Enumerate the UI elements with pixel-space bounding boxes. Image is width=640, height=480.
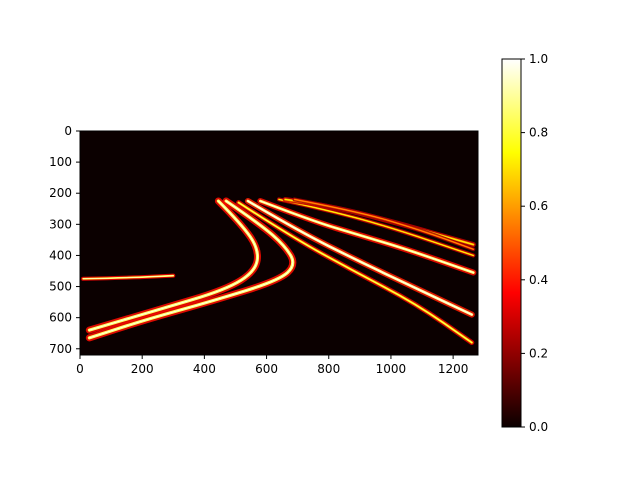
plot-frame bbox=[79, 130, 479, 356]
x-tick-label: 400 bbox=[193, 362, 216, 376]
lane-curve-1 bbox=[85, 197, 261, 334]
colorbar-tick-label: 0.2 bbox=[529, 346, 548, 360]
y-tick-label: 500 bbox=[49, 280, 72, 294]
lane-curve-5 bbox=[257, 198, 477, 276]
lane-curve-8 bbox=[292, 197, 476, 252]
x-tick-label: 1000 bbox=[376, 362, 407, 376]
colorbar-tick-label: 0.8 bbox=[529, 126, 548, 140]
x-axis: 0 200 400 600 800 1000 1200 bbox=[76, 355, 468, 376]
y-tick-label: 200 bbox=[49, 186, 72, 200]
y-axis: 0 100 200 300 400 500 600 700 bbox=[49, 124, 80, 356]
lane-curve-4 bbox=[236, 200, 475, 346]
x-tick-label: 200 bbox=[131, 362, 154, 376]
colorbar-tick-label: 0.6 bbox=[529, 199, 548, 213]
lane-curve-6 bbox=[277, 197, 476, 258]
y-tick-label: 300 bbox=[49, 217, 72, 231]
lane-curve-3 bbox=[244, 198, 475, 318]
y-tick-label: 0 bbox=[64, 124, 72, 138]
x-tick-label: 600 bbox=[255, 362, 278, 376]
x-tick-label: 800 bbox=[317, 362, 340, 376]
y-tick-label: 700 bbox=[49, 342, 72, 356]
x-tick-label: 0 bbox=[76, 362, 84, 376]
y-tick-label: 600 bbox=[49, 311, 72, 325]
y-tick-label: 100 bbox=[49, 155, 72, 169]
colorbar-gradient bbox=[501, 58, 522, 428]
lane-curve-2 bbox=[85, 197, 297, 342]
colorbar: 0.0 0.2 0.4 0.6 0.8 1.0 bbox=[501, 52, 548, 434]
colorbar-tick-label: 0.4 bbox=[529, 273, 548, 287]
x-tick-label: 1200 bbox=[438, 362, 469, 376]
plot-area bbox=[79, 130, 479, 356]
lane-curve-9 bbox=[81, 273, 176, 281]
colorbar-tick-label: 0.0 bbox=[529, 420, 548, 434]
colorbar-tick-label: 1.0 bbox=[529, 52, 548, 66]
y-tick-label: 400 bbox=[49, 248, 72, 262]
